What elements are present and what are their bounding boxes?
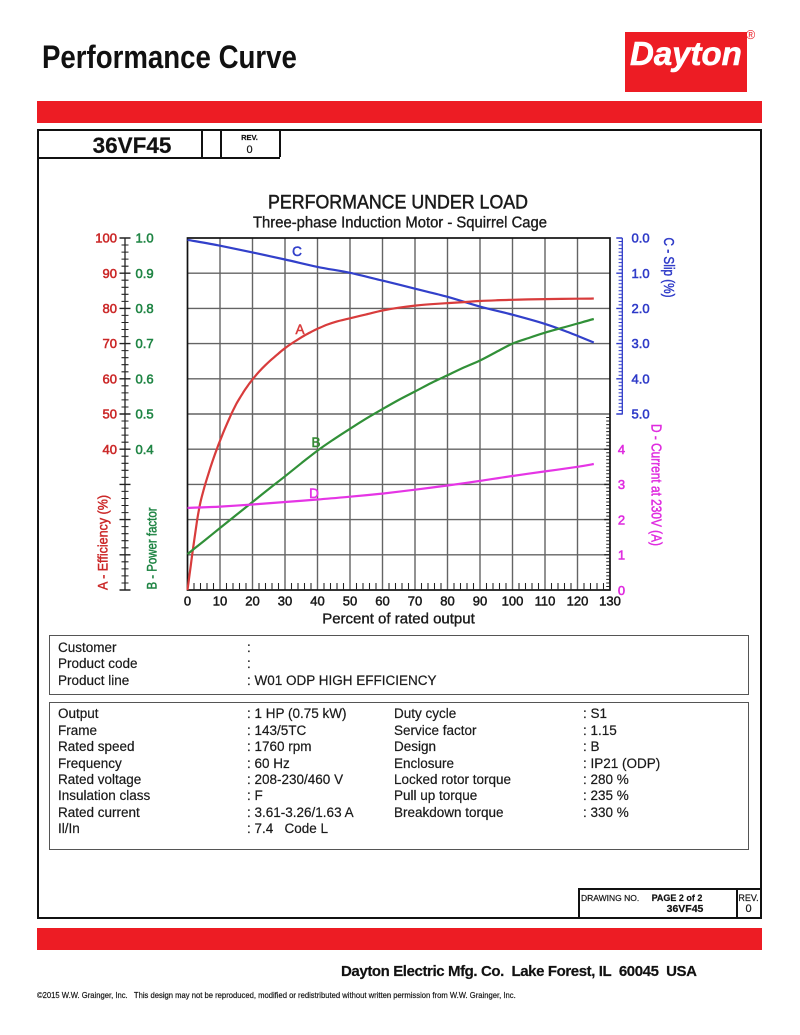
svg-text:100: 100 [95, 231, 117, 246]
svg-text:10: 10 [213, 594, 227, 609]
svg-text:90: 90 [103, 266, 117, 281]
svg-text:0.7: 0.7 [136, 336, 154, 351]
svg-text:B: B [311, 435, 320, 450]
svg-text:A: A [295, 322, 304, 337]
svg-text:0.0: 0.0 [632, 231, 650, 246]
svg-text:60: 60 [103, 371, 117, 386]
svg-text:110: 110 [535, 594, 556, 609]
svg-text:A - Efficiency (%): A - Efficiency (%) [96, 495, 111, 590]
svg-text:5.0: 5.0 [632, 407, 650, 422]
svg-text:4: 4 [618, 442, 625, 457]
svg-text:60: 60 [375, 594, 389, 609]
svg-text:4.0: 4.0 [632, 371, 650, 386]
svg-text:3.0: 3.0 [632, 336, 650, 351]
svg-text:0.8: 0.8 [136, 301, 154, 316]
svg-text:0.9: 0.9 [136, 266, 154, 281]
svg-text:1.0: 1.0 [136, 231, 154, 246]
svg-text:80: 80 [103, 301, 117, 316]
svg-text:B - Power factor: B - Power factor [144, 507, 159, 589]
svg-text:C: C [292, 244, 302, 259]
svg-text:20: 20 [245, 594, 259, 609]
svg-text:PERFORMANCE UNDER LOAD: PERFORMANCE UNDER LOAD [268, 192, 528, 214]
svg-text:3: 3 [618, 477, 625, 492]
svg-text:1: 1 [618, 548, 625, 563]
svg-text:100: 100 [502, 594, 524, 609]
svg-text:90: 90 [473, 594, 487, 609]
svg-text:D: D [309, 486, 319, 501]
svg-text:0.6: 0.6 [136, 371, 154, 386]
svg-text:50: 50 [103, 407, 117, 422]
svg-text:2: 2 [618, 512, 625, 527]
svg-text:0.5: 0.5 [136, 407, 154, 422]
svg-text:2.0: 2.0 [632, 301, 650, 316]
svg-text:0.4: 0.4 [136, 442, 154, 457]
svg-text:70: 70 [408, 594, 422, 609]
svg-text:30: 30 [278, 594, 292, 609]
svg-text:D - Current at 230V (A): D - Current at 230V (A) [648, 424, 664, 546]
svg-text:40: 40 [103, 442, 117, 457]
svg-text:130: 130 [599, 594, 621, 609]
svg-text:120: 120 [567, 594, 589, 609]
svg-text:40: 40 [310, 594, 324, 609]
svg-text:C - Slip (%): C - Slip (%) [660, 238, 676, 298]
svg-text:0: 0 [184, 594, 191, 609]
svg-text:50: 50 [343, 594, 357, 609]
svg-text:Three-phase Induction Motor -: Three-phase Induction Motor - Squirrel C… [253, 215, 547, 232]
svg-text:70: 70 [103, 336, 117, 351]
svg-text:1.0: 1.0 [632, 266, 650, 281]
svg-text:80: 80 [440, 594, 454, 609]
svg-text:Percent of rated output: Percent of rated output [322, 611, 475, 628]
svg-text:0: 0 [618, 583, 625, 598]
